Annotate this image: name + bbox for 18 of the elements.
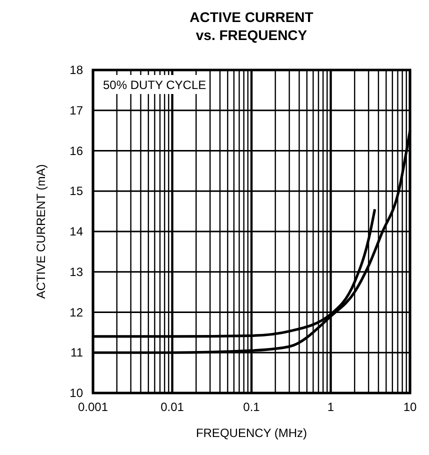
y-tick-label: 14 (70, 224, 84, 238)
y-tick-label: 11 (70, 346, 84, 360)
annotation: 50% DUTY CYCLE (103, 78, 206, 92)
x-tick-label: 1 (327, 400, 334, 414)
x-tick-label: 0.001 (78, 400, 108, 414)
x-tick-label: 0.01 (160, 400, 184, 414)
y-tick-label: 18 (70, 63, 84, 77)
x-axis-title: FREQUENCY (MHz) (196, 426, 308, 440)
y-tick-label: 16 (70, 144, 84, 158)
y-tick-label: 10 (70, 386, 84, 400)
chart-title: ACTIVE CURRENT vs. FREQUENCY (190, 9, 314, 43)
y-tick-label: 17 (70, 103, 84, 118)
x-tick-label: 10 (403, 400, 417, 414)
y-tick-label: 15 (70, 184, 84, 198)
y-axis-title: ACTIVE CURRENT (mA) (34, 164, 48, 299)
y-tick-label: 13 (70, 264, 84, 279)
y-tick-label: 12 (70, 305, 84, 320)
x-tick-label: 0.1 (243, 400, 260, 414)
